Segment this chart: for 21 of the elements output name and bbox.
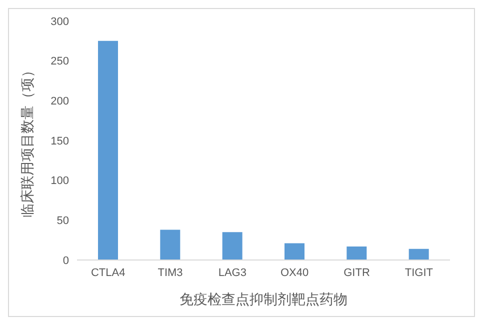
y-tick-label: 100 [50, 175, 69, 188]
bar [408, 248, 429, 260]
y-tick-label: 0 [62, 254, 69, 267]
x-axis-title: 免疫检查点抑制剂靶点药物 [180, 291, 348, 307]
y-tick-label: 200 [50, 96, 69, 108]
x-tick-label: TIM3 [158, 266, 183, 279]
bar [222, 232, 242, 260]
x-tick-label: LAG3 [218, 266, 246, 279]
bar [98, 40, 118, 260]
bar [346, 246, 367, 260]
x-tick-label: CTLA4 [90, 266, 126, 279]
y-tick-label: 300 [50, 16, 69, 28]
x-tick-label: GITR [344, 266, 370, 279]
y-axis-title: 临床联用项目数量（项） [18, 64, 35, 218]
x-tick-label: TIGIT [404, 266, 434, 279]
y-tick-label: 50 [56, 215, 69, 228]
x-tick-label: OX40 [280, 266, 309, 279]
y-tick-label: 150 [50, 135, 69, 148]
bar [284, 243, 304, 260]
y-tick-label: 250 [50, 56, 69, 68]
bar [160, 230, 180, 260]
